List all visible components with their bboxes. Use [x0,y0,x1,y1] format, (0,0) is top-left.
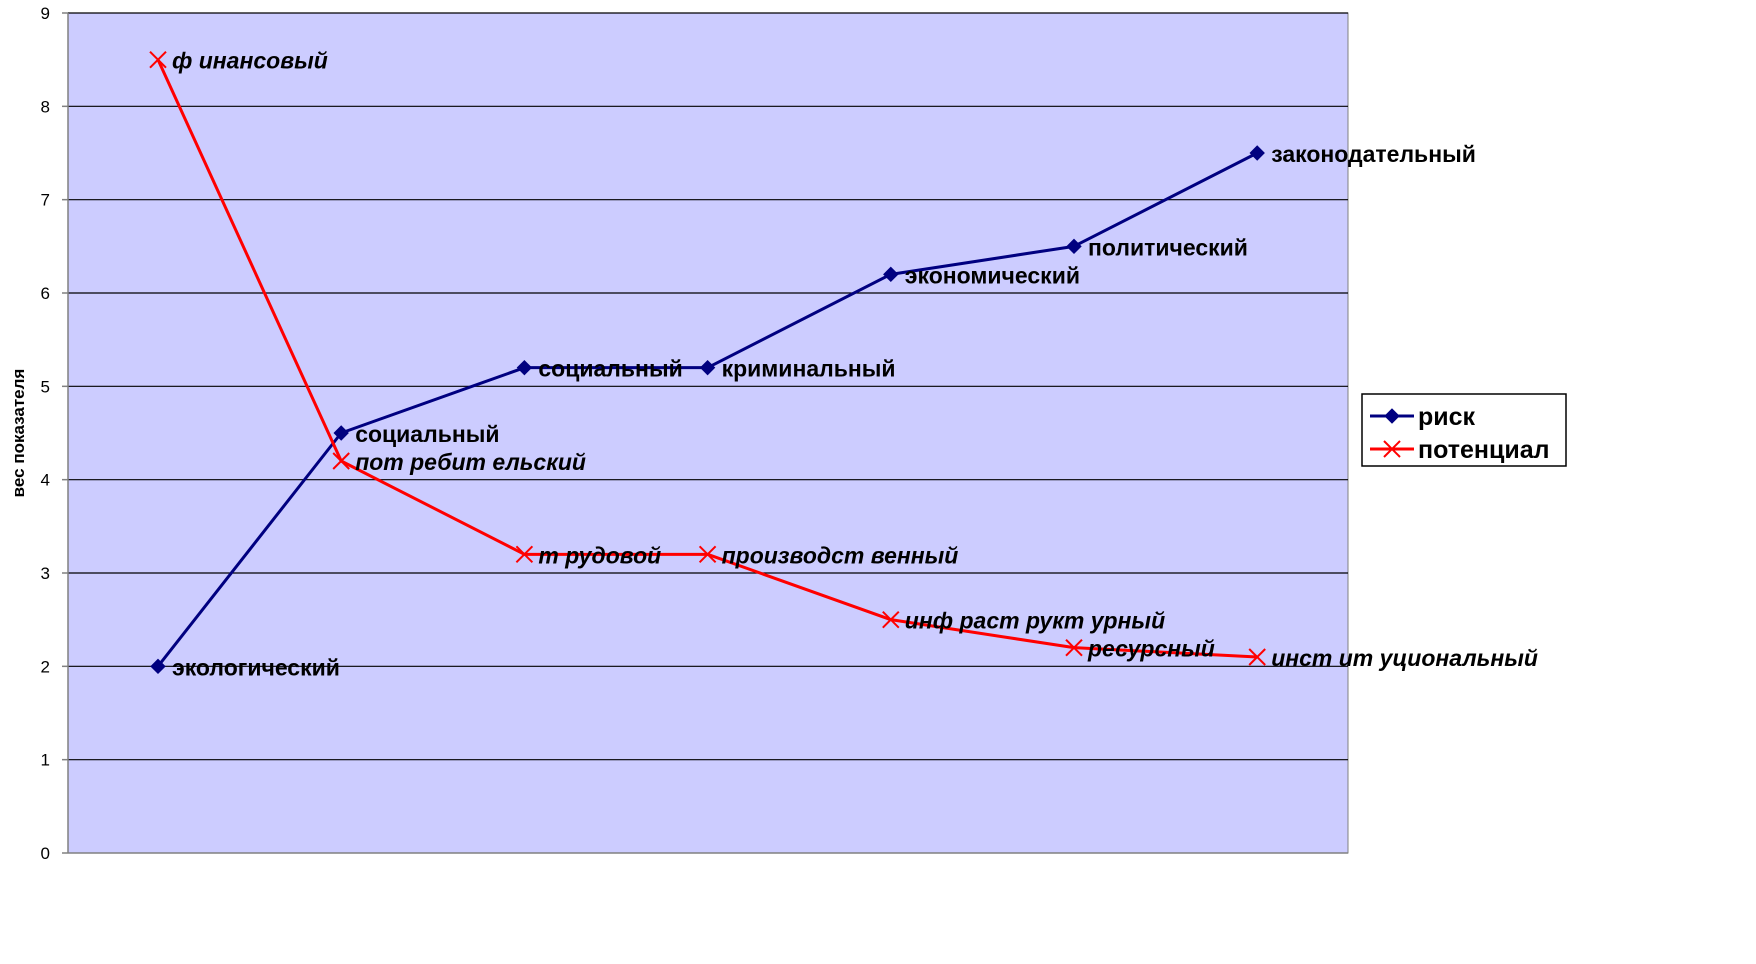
series-1-point-4 [699,359,716,376]
series-1-point-5 [883,266,899,283]
series-2-label-7: инст ит уциональный [1271,645,1538,671]
legend-box [1361,393,1567,467]
y-tick-label-4: 4 [41,471,50,490]
series-2-point-4 [698,545,717,564]
series-1-label-1: экологический [172,654,340,680]
axes: 0 1 2 3 4 5 6 7 8 9 [41,4,1348,863]
y-tick-label-8: 8 [41,97,50,116]
series-2-point-1 [149,50,167,69]
series-2-label-5: инф раст рукт урный [905,608,1165,634]
series-2-point-7 [1248,648,1266,666]
y-tick-label-2: 2 [41,657,50,676]
y-axis-title: вес показателя [9,369,28,498]
y-tick-label-1: 1 [41,751,50,770]
series-layer [149,50,1266,675]
series-1-label-7: законодательный [1271,141,1476,167]
y-tick-label-5: 5 [41,377,50,396]
series-1-label-4: криминальный [722,356,896,382]
legend-marker-1 [1384,408,1400,424]
point-labels: экологический социальный социальный кримина… [172,48,1538,681]
y-tick-label-6: 6 [41,284,50,303]
series-1-point-2 [333,425,349,441]
series-1-point-1 [150,658,166,675]
y-tick-label-7: 7 [41,191,50,210]
legend-marker-2 [1383,440,1401,458]
series-1-point-3 [516,359,533,376]
y-tick-label-3: 3 [41,564,50,583]
series-2-label-6: ресурсный [1087,636,1215,662]
series-1-point-7 [1249,145,1265,161]
grid-lines [68,12,1348,761]
series-2-point-2 [332,452,350,470]
y-tick-label-9: 9 [41,4,50,23]
series-1-label-3: социальный [538,356,682,382]
series-2-label-2: пот ребит ельский [355,449,586,475]
plot-area [67,12,1349,854]
series-2-label-3: т рудовой [538,542,661,568]
series-2-point-5 [882,610,900,629]
y-tick-label-0: 0 [41,844,50,863]
legend-label-2: потенциал [1418,436,1550,464]
series-2-point-3 [515,545,534,564]
series-2-point-6 [1065,638,1083,657]
series-1-label-2: социальный [355,421,499,447]
legend: риск потенциал [1361,393,1567,467]
series-2-label-4: производст венный [722,542,959,568]
series-1-label-5: экономический [905,262,1080,288]
series-1-label-6: политический [1088,234,1248,260]
legend-label-1: риск [1418,403,1476,431]
series-1-point-6 [1066,238,1082,255]
series-2-label-1: ф инансовый [172,48,328,74]
